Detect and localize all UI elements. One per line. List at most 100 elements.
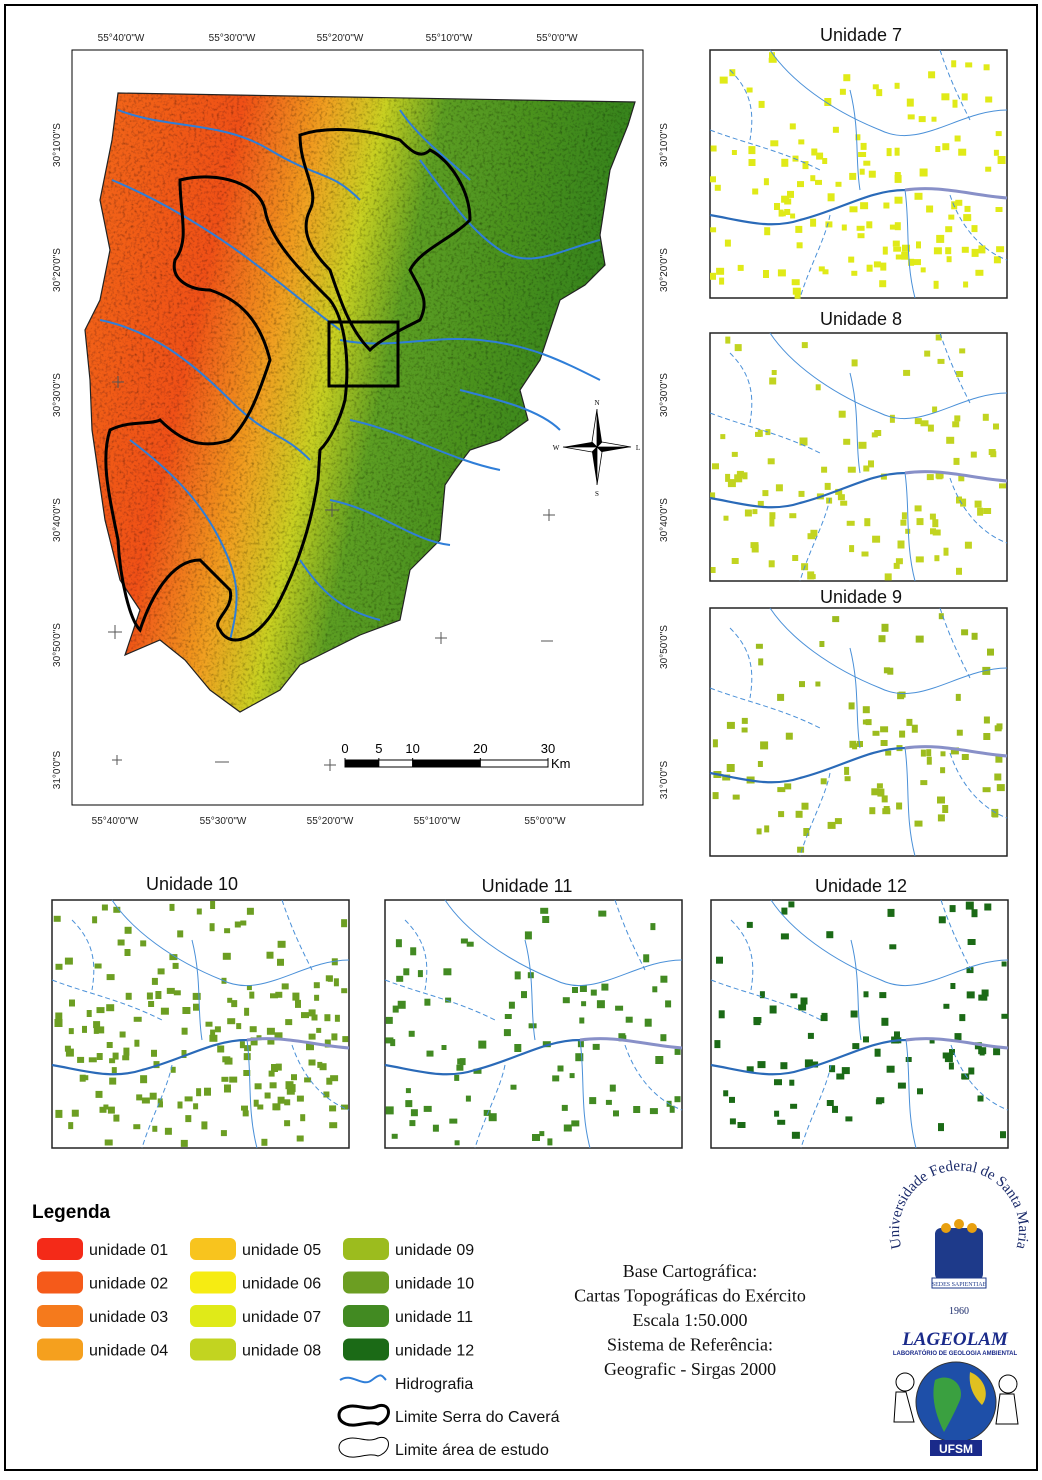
unit-pixel: [169, 954, 178, 961]
unit-pixel: [397, 1000, 406, 1009]
unit-pixel: [916, 241, 921, 249]
unit-pixel: [860, 202, 869, 210]
source-line: Cartas Topográficas do Exército: [574, 1286, 806, 1306]
unit-pixel: [920, 267, 926, 273]
panel-river: [769, 332, 1008, 419]
legend-label: unidade 05: [242, 1242, 321, 1259]
unit-pixel: [770, 140, 779, 147]
unit-pixel: [417, 970, 423, 978]
unit-pixel: [341, 1104, 348, 1110]
unit-pixel: [752, 509, 758, 515]
unit-pixel: [710, 272, 716, 280]
unit-pixel: [454, 1140, 460, 1146]
unit-pixel: [281, 983, 289, 990]
unit-pixel: [933, 280, 939, 289]
unit-pixel: [601, 983, 609, 991]
unit-pixel: [528, 1023, 537, 1029]
unit-pixel: [920, 749, 926, 757]
unit-pixel: [716, 267, 725, 275]
unit-pixel: [914, 505, 922, 512]
left-coord-label: 30°30'0"S: [52, 373, 63, 417]
unit-pixel: [961, 93, 968, 101]
unit-pixel: [268, 1070, 275, 1077]
panel-river: [474, 1064, 506, 1149]
unit-pixel: [222, 952, 231, 960]
unit-pixel: [755, 431, 761, 437]
panel-river: [404, 919, 428, 991]
unit-pixel: [741, 717, 748, 724]
unit-pixel: [729, 1096, 735, 1103]
bottom-coord-label: 55°0'0"W: [524, 816, 566, 827]
unit-pixel: [914, 820, 923, 827]
unit-pixel: [826, 931, 834, 939]
figure-body: [893, 1391, 1019, 1425]
unit-pixel: [777, 269, 786, 277]
unit-pixel: [897, 1082, 906, 1089]
unit-pixel: [795, 810, 803, 818]
unit-pixel: [893, 562, 900, 569]
unit-pixel: [571, 1120, 580, 1127]
unit-pixel: [325, 975, 333, 982]
unit-pixel: [271, 1064, 278, 1072]
unit-pixel: [945, 226, 953, 233]
unit-pixel: [818, 266, 825, 272]
unit-pixel: [292, 992, 300, 1001]
unit-pixel: [737, 1122, 746, 1128]
unit-pixel: [954, 135, 961, 142]
unit-pixel: [483, 1109, 491, 1116]
unit-pixel: [953, 457, 960, 465]
unit-pixel: [938, 916, 946, 924]
unit-pixel: [954, 415, 961, 422]
unit-pixel: [314, 994, 320, 1001]
figure-head: [895, 1372, 915, 1392]
unit-pixel: [926, 474, 934, 481]
unit-pixel: [792, 555, 799, 561]
unit-pixel: [849, 206, 858, 213]
unit-pixel: [935, 146, 941, 152]
panel-river: [800, 1064, 832, 1149]
unit-pixel: [821, 466, 828, 473]
unit-pixel: [894, 1031, 900, 1038]
compass-point: [581, 431, 597, 447]
unit-pixel: [926, 749, 932, 757]
unit-pixel: [876, 89, 883, 97]
unit-pixel: [937, 814, 945, 822]
panel-river: [950, 1044, 1009, 1111]
panel-river: [291, 1044, 350, 1111]
unit-pixel: [106, 974, 115, 981]
legend-swatch: [37, 1238, 83, 1260]
unit-pixel: [936, 234, 945, 243]
compass-point: [597, 409, 602, 447]
unit-pixel: [955, 199, 963, 206]
unit-pixel: [719, 277, 725, 285]
unit-pixel: [757, 500, 764, 507]
river: [329, 499, 451, 546]
unit-pixel: [342, 1036, 349, 1043]
panel-river: [246, 1039, 258, 1149]
unit-pixel: [826, 1100, 834, 1106]
unit-pixel: [866, 221, 873, 229]
unit-pixel: [985, 166, 992, 172]
unit-pixel: [798, 1004, 807, 1011]
unit-pixel: [879, 992, 887, 999]
river: [111, 179, 341, 331]
legend-swatch: [190, 1338, 236, 1361]
unit-pixel: [865, 719, 872, 726]
unit-pixel: [787, 190, 794, 198]
unit-pixel: [521, 991, 527, 999]
unit-pixel: [876, 783, 883, 789]
unit-pixel: [329, 1105, 337, 1112]
unit-pixel: [317, 1061, 323, 1068]
unit-pixel: [820, 778, 827, 785]
unit-pixel: [326, 1077, 333, 1085]
unit-pixel: [757, 1061, 766, 1069]
unit-pixel: [95, 1090, 103, 1098]
unit-pixel: [552, 1075, 560, 1082]
unit-pixel: [777, 693, 785, 701]
unit-pixel: [164, 1127, 172, 1135]
unit-pixel: [54, 1019, 63, 1027]
unit-pixel: [832, 1105, 838, 1113]
unit-pixel: [331, 1033, 338, 1041]
panel-river: [849, 89, 861, 191]
unit-pixel: [871, 432, 878, 438]
